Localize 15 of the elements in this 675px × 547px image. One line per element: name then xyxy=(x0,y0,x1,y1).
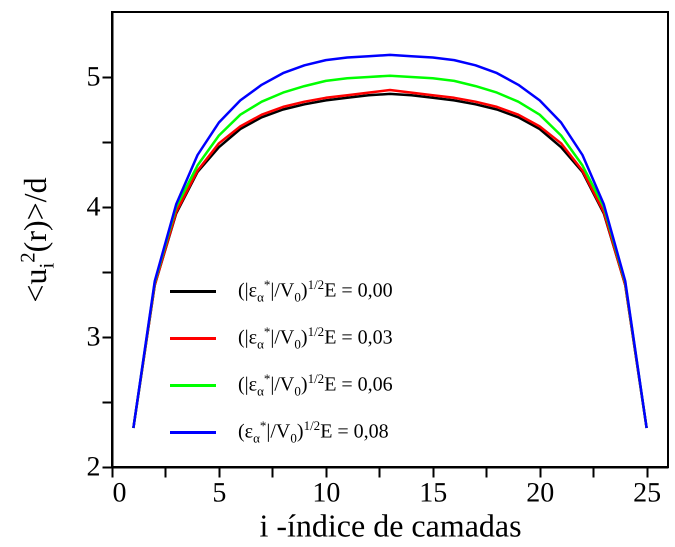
legend-label: (ε$_{α}$$^{*}$|/V$_{0}$)$^{1/2}$E = 0,08 xyxy=(238,418,389,447)
x-tick-label: 5 xyxy=(212,478,226,508)
y-tick-label: 5 xyxy=(86,62,100,92)
legend-label: (|ε$_{α}$$^{*}$|/V$_{0}$)$^{1/2}$E = 0,06 xyxy=(238,371,393,400)
y-tick-label: 2 xyxy=(86,452,100,482)
x-tick-label: 15 xyxy=(419,478,448,508)
x-tick-label: 20 xyxy=(526,478,554,508)
legend-label: (|ε$_{α}$$^{*}$|/V$_{0}$)$^{1/2}$E = 0,03 xyxy=(238,324,393,353)
x-tick-label: 10 xyxy=(312,478,340,508)
x-tick-label: 0 xyxy=(112,478,126,508)
y-tick-label: 3 xyxy=(86,322,100,352)
x-tick-label: 25 xyxy=(633,478,662,508)
y-tick-label: 4 xyxy=(86,192,100,222)
legend-label: (|ε$_{α}$$^{*}$|/V$_{0}$)$^{1/2}$E = 0,00 xyxy=(238,277,393,306)
x-axis-title: i -índice de camadas xyxy=(259,508,522,544)
